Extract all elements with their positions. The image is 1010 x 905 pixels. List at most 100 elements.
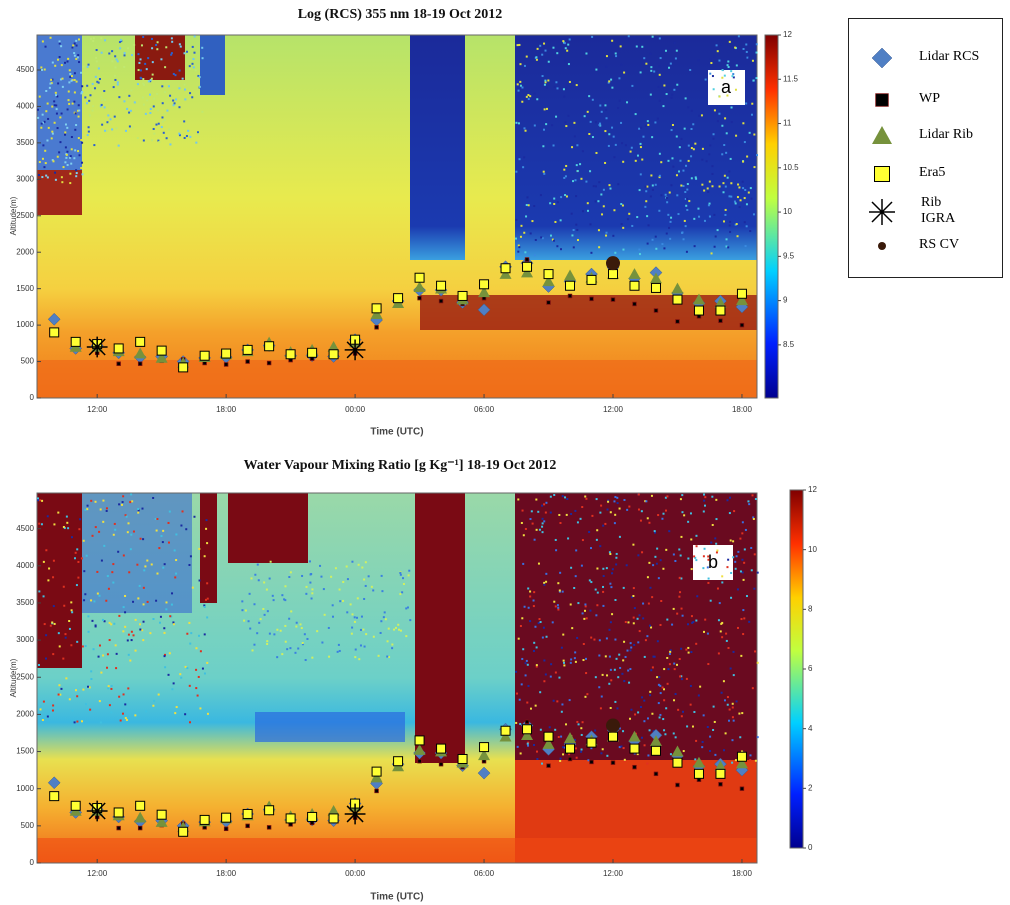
heatmap-speckle [359, 644, 362, 647]
heatmap-speckle [80, 92, 83, 95]
heatmap-speckle [745, 225, 748, 228]
heatmap-speckle [689, 685, 692, 688]
heatmap-speckle [124, 625, 127, 628]
heatmap-speckle [180, 524, 183, 527]
heatmap-speckle [68, 620, 71, 623]
heatmap-speckle [715, 518, 718, 521]
marker-triangle [735, 294, 748, 306]
data-point [739, 322, 745, 328]
heatmap-speckle [651, 596, 654, 599]
heatmap-speckle [724, 208, 727, 211]
heatmap-speckle [558, 676, 561, 679]
heatmap-speckle [608, 655, 611, 658]
heatmap-speckle [691, 725, 694, 728]
heatmap-speckle [584, 605, 587, 608]
heatmap-speckle [108, 704, 111, 707]
heatmap-speckle [658, 174, 661, 177]
data-point [542, 738, 555, 749]
heatmap-speckle [517, 498, 520, 501]
heatmap-speckle [747, 40, 750, 43]
marker-triangle [478, 749, 491, 761]
heatmap-speckle [605, 117, 608, 120]
heatmap-speckle [725, 639, 728, 642]
heatmap-speckle [754, 498, 757, 501]
heatmap-speckle [73, 42, 76, 45]
heatmap-speckle [707, 581, 710, 584]
heatmap-speckle [638, 189, 641, 192]
heatmap-speckle [679, 144, 682, 147]
heatmap-speckle [723, 74, 726, 77]
heatmap-speckle [402, 577, 405, 580]
heatmap-speckle [62, 585, 65, 588]
heatmap-speckle [562, 659, 565, 662]
heatmap-speckle [80, 71, 83, 74]
heatmap-speckle [727, 719, 730, 722]
heatmap-speckle [743, 141, 746, 144]
heatmap-speckle [542, 626, 545, 629]
marker-square [178, 362, 189, 373]
heatmap-speckle [110, 687, 113, 690]
heatmap-speckle [73, 78, 76, 81]
heatmap-speckle [92, 37, 95, 40]
legend-entry: Lidar RCS [849, 43, 1002, 73]
heatmap-speckle [67, 57, 70, 60]
heatmap-speckle [561, 495, 564, 498]
heatmap-speckle [305, 585, 308, 588]
colorbar-tick-label: 2 [808, 783, 813, 792]
heatmap-speckle [46, 102, 49, 105]
heatmap-speckle [161, 85, 164, 88]
heatmap-speckle [651, 238, 654, 241]
heatmap-speckle [517, 253, 520, 256]
marker-triangle [327, 804, 340, 816]
heatmap-speckle [56, 95, 59, 98]
heatmap-speckle [704, 618, 707, 621]
heatmap-speckle [556, 245, 559, 248]
data-point [653, 308, 659, 313]
heatmap-speckle [143, 83, 146, 86]
heatmap-speckle [525, 215, 528, 218]
heatmap-speckle [153, 104, 156, 107]
heatmap-speckle [565, 513, 568, 516]
heatmap-speckle [112, 533, 115, 536]
heatmap-speckle [748, 503, 751, 506]
heatmap-speckle [331, 604, 334, 607]
heatmap-speckle [268, 632, 271, 635]
heatmap-speckle [174, 576, 177, 579]
marker-square [156, 345, 167, 356]
heatmap-speckle [703, 630, 706, 633]
heatmap-speckle [729, 220, 732, 223]
heatmap-speckle [676, 612, 679, 615]
heatmap-speckle [568, 753, 571, 756]
heatmap-speckle [337, 643, 340, 646]
heatmap-speckle [623, 758, 626, 761]
heatmap-speckle [183, 120, 186, 123]
marker-triangle [370, 771, 383, 783]
data-point [393, 756, 404, 767]
heatmap-speckle [94, 624, 97, 627]
heatmap-speckle [105, 599, 108, 602]
heatmap-speckle [113, 74, 116, 77]
heatmap-speckle [713, 109, 716, 112]
heatmap-speckle [87, 130, 90, 133]
heatmap-speckle [197, 675, 200, 678]
heatmap-speckle [108, 639, 111, 642]
heatmap-speckle [596, 529, 599, 532]
heatmap-speckle [167, 521, 170, 524]
heatmap-speckle [518, 158, 521, 161]
heatmap-speckle [363, 645, 366, 648]
heatmap-speckle [53, 622, 56, 625]
heatmap-speckle [145, 68, 148, 71]
heatmap-speckle [615, 556, 618, 559]
heatmap-speckle [687, 159, 690, 162]
heatmap-speckle [542, 170, 545, 173]
heatmap-speckle [107, 114, 110, 117]
heatmap-speckle [674, 560, 677, 563]
heatmap-speckle [81, 141, 84, 144]
marker-square [546, 300, 551, 305]
heatmap-speckle [41, 113, 44, 116]
heatmap-speckle [122, 554, 125, 557]
heatmap-speckle [549, 511, 552, 514]
heatmap-speckle [629, 717, 632, 720]
heatmap-speckle [59, 78, 62, 81]
heatmap-speckle [54, 64, 57, 67]
